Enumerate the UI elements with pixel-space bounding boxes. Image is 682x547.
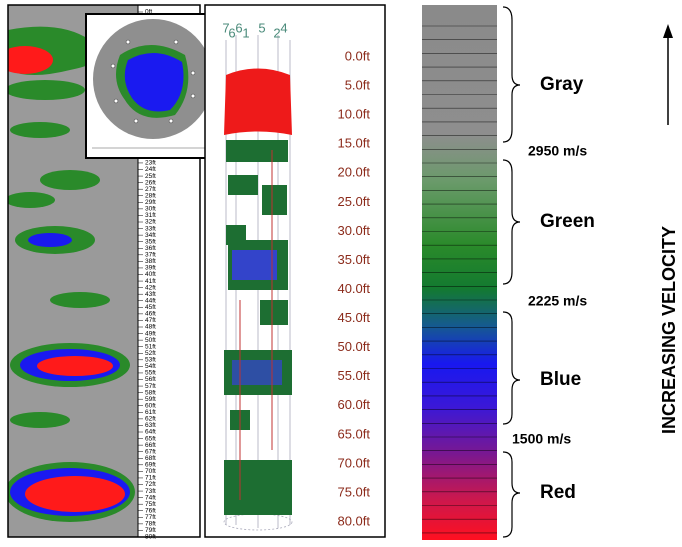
depth-label: 35.0ft: [337, 252, 370, 267]
threshold-label: 1500 m/s: [512, 431, 571, 447]
depth-label: 75.0ft: [337, 484, 370, 499]
depth-label: 20.0ft: [337, 165, 370, 180]
threshold-label: 2225 m/s: [528, 293, 587, 309]
depth-label: 60.0ft: [337, 397, 370, 412]
depth-tick-label: 80ft: [145, 534, 156, 541]
class-label: Gray: [540, 74, 584, 95]
class-label: Green: [540, 211, 595, 232]
axis-label: INCREASING VELOCITY: [659, 226, 679, 434]
depth-label: 5.0ft: [345, 78, 371, 93]
plan-view-inset: [86, 14, 220, 158]
depth-label: 45.0ft: [337, 310, 370, 325]
depth-label: 0.0ft: [345, 48, 371, 63]
tube-label: 1: [242, 25, 249, 40]
depth-label: 80.0ft: [337, 513, 370, 528]
figure: 0ft1ft2ft3ft4ft5ft6ft7ft8ft9ft10ft11ft12…: [0, 0, 682, 542]
depth-label: 50.0ft: [337, 339, 370, 354]
depth-label: 40.0ft: [337, 281, 370, 296]
velocity-scale: Gray Green Blue Red 2950 m/s 2225 m/s 1500 m/s…: [422, 5, 679, 540]
depth-label: 70.0ft: [337, 455, 370, 470]
class-label: Blue: [540, 369, 581, 390]
depth-label: 15.0ft: [337, 136, 370, 151]
tube-label: 5: [258, 20, 265, 35]
depth-label: 30.0ft: [337, 223, 370, 238]
threshold-label: 2950 m/s: [528, 143, 587, 159]
class-label: Red: [540, 482, 576, 503]
depth-label: 25.0ft: [337, 194, 370, 209]
depth-label: 55.0ft: [337, 368, 370, 383]
depth-label: 10.0ft: [337, 107, 370, 122]
depth-label: 65.0ft: [337, 426, 370, 441]
tube-label: 4: [280, 20, 287, 35]
